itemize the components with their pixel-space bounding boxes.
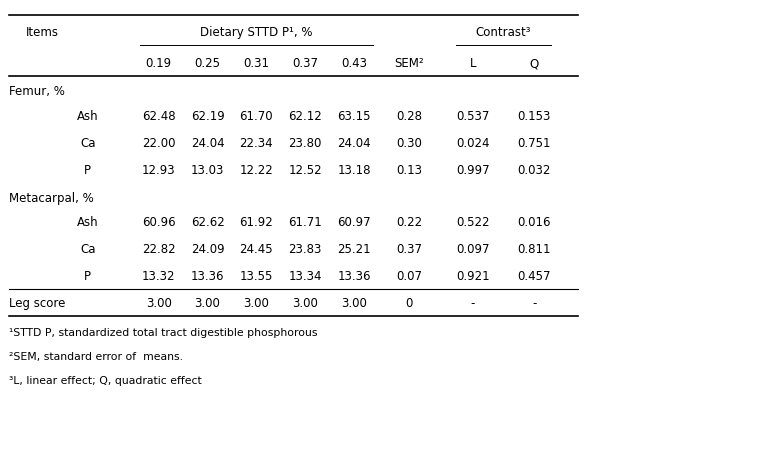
Text: 3.00: 3.00 [341, 296, 367, 309]
Text: 0.22: 0.22 [396, 216, 422, 229]
Text: -: - [471, 296, 475, 309]
Text: ³L, linear effect; Q, quadratic effect: ³L, linear effect; Q, quadratic effect [9, 375, 202, 385]
Text: SEM²: SEM² [394, 57, 423, 70]
Text: 61.92: 61.92 [240, 216, 273, 229]
Text: 24.04: 24.04 [191, 137, 224, 150]
Text: 0.37: 0.37 [396, 243, 422, 256]
Text: 22.34: 22.34 [240, 137, 273, 150]
Text: 23.80: 23.80 [288, 137, 322, 150]
Text: 13.36: 13.36 [191, 269, 224, 282]
Text: 0.537: 0.537 [456, 110, 490, 123]
Text: 61.71: 61.71 [288, 216, 322, 229]
Text: Contrast³: Contrast³ [476, 26, 531, 39]
Text: 3.00: 3.00 [243, 296, 269, 309]
Text: 0.153: 0.153 [517, 110, 551, 123]
Text: 0.016: 0.016 [517, 216, 551, 229]
Text: 63.15: 63.15 [337, 110, 371, 123]
Text: 62.48: 62.48 [142, 110, 175, 123]
Text: Femur, %: Femur, % [9, 85, 65, 98]
Text: ²SEM, standard error of  means.: ²SEM, standard error of means. [9, 351, 183, 361]
Text: 0.19: 0.19 [146, 57, 172, 70]
Text: 62.19: 62.19 [191, 110, 224, 123]
Text: 0.522: 0.522 [456, 216, 490, 229]
Text: 0.07: 0.07 [396, 269, 422, 282]
Text: 22.00: 22.00 [142, 137, 175, 150]
Text: 0.31: 0.31 [243, 57, 269, 70]
Text: 0.457: 0.457 [517, 269, 551, 282]
Text: ¹STTD P, standardized total tract digestible phosphorous: ¹STTD P, standardized total tract digest… [9, 327, 317, 337]
Text: Items: Items [25, 26, 59, 39]
Text: 25.21: 25.21 [337, 243, 371, 256]
Text: 0.811: 0.811 [517, 243, 551, 256]
Text: 0.997: 0.997 [456, 163, 490, 176]
Text: 0.032: 0.032 [517, 163, 551, 176]
Text: 12.22: 12.22 [240, 163, 273, 176]
Text: 3.00: 3.00 [292, 296, 318, 309]
Text: 0.30: 0.30 [396, 137, 422, 150]
Text: 24.45: 24.45 [240, 243, 273, 256]
Text: 0: 0 [405, 296, 413, 309]
Text: 60.97: 60.97 [337, 216, 371, 229]
Text: 12.52: 12.52 [288, 163, 322, 176]
Text: 0.097: 0.097 [456, 243, 490, 256]
Text: 13.55: 13.55 [240, 269, 273, 282]
Text: L: L [470, 57, 476, 70]
Text: 0.921: 0.921 [456, 269, 490, 282]
Text: 12.93: 12.93 [142, 163, 175, 176]
Text: 0.25: 0.25 [195, 57, 221, 70]
Text: -: - [532, 296, 536, 309]
Text: 0.751: 0.751 [517, 137, 551, 150]
Text: Ash: Ash [77, 110, 98, 123]
Text: 22.82: 22.82 [142, 243, 175, 256]
Text: 0.37: 0.37 [292, 57, 318, 70]
Text: Ash: Ash [77, 216, 98, 229]
Text: Dietary STTD P¹, %: Dietary STTD P¹, % [200, 26, 313, 39]
Text: 0.28: 0.28 [396, 110, 422, 123]
Text: 0.13: 0.13 [396, 163, 422, 176]
Text: 23.83: 23.83 [288, 243, 322, 256]
Text: 24.09: 24.09 [191, 243, 224, 256]
Text: 62.12: 62.12 [288, 110, 322, 123]
Text: 3.00: 3.00 [146, 296, 172, 309]
Text: P: P [84, 163, 92, 176]
Text: 24.04: 24.04 [337, 137, 371, 150]
Text: Leg score: Leg score [9, 296, 66, 309]
Text: 13.36: 13.36 [337, 269, 371, 282]
Text: Q: Q [530, 57, 539, 70]
Text: Ca: Ca [80, 243, 95, 256]
Text: 62.62: 62.62 [191, 216, 224, 229]
Text: P: P [84, 269, 92, 282]
Text: 0.024: 0.024 [456, 137, 490, 150]
Text: 61.70: 61.70 [240, 110, 273, 123]
Text: 0.43: 0.43 [341, 57, 367, 70]
Text: 3.00: 3.00 [195, 296, 221, 309]
Text: 13.32: 13.32 [142, 269, 175, 282]
Text: 13.03: 13.03 [191, 163, 224, 176]
Text: Metacarpal, %: Metacarpal, % [9, 191, 94, 204]
Text: 13.34: 13.34 [288, 269, 322, 282]
Text: 60.96: 60.96 [142, 216, 175, 229]
Text: 13.18: 13.18 [337, 163, 371, 176]
Text: Ca: Ca [80, 137, 95, 150]
